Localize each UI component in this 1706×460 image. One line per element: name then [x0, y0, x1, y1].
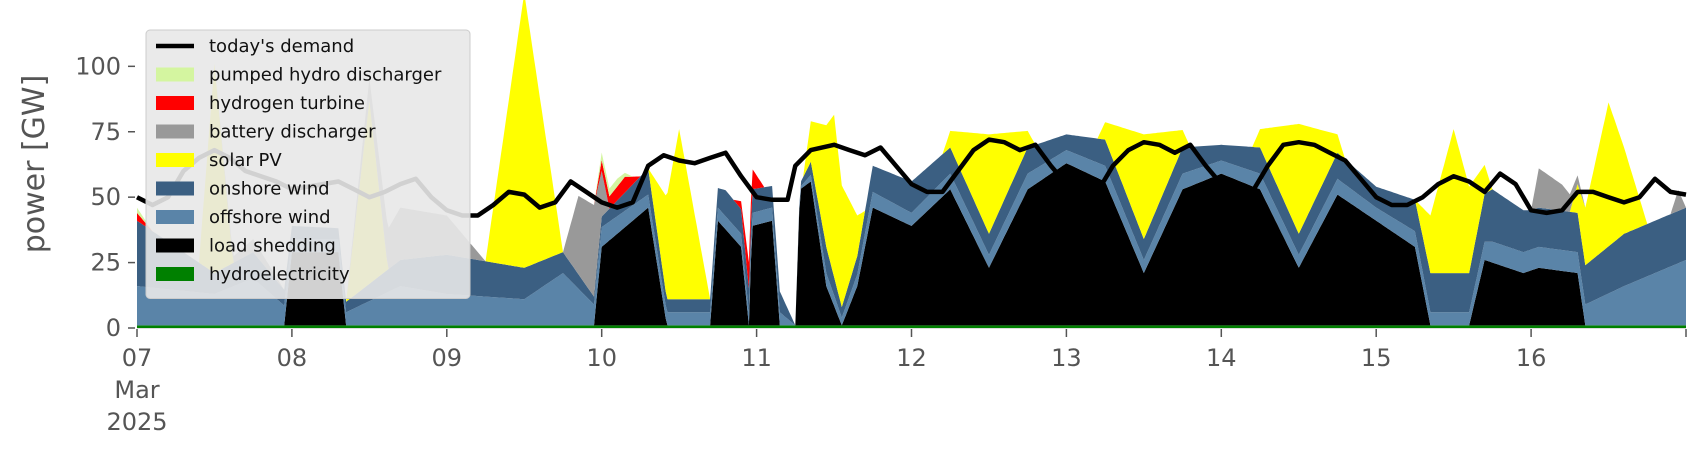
area-load-shedding [137, 163, 1686, 326]
x-tick-label: 14 [1206, 344, 1237, 372]
legend-swatch-hydrogen-turbine [156, 96, 194, 110]
x-tick-label: 16 [1516, 344, 1547, 372]
x-tick-label: 09 [432, 344, 463, 372]
x-tick-label: 2025 [106, 408, 167, 436]
legend-swatch-solar-pv [156, 153, 194, 167]
legend-swatch-offshore-wind [156, 210, 194, 224]
x-tick-label: 12 [896, 344, 927, 372]
y-axis: 0 25 50 75 100 [75, 52, 135, 342]
legend-label-solar-pv: solar PV [209, 150, 282, 171]
stacked-areas [137, 0, 1686, 328]
area-hydroelectricity [137, 325, 1686, 328]
area-onshore-wind [137, 134, 1686, 326]
y-axis-label: power [GW] [17, 75, 52, 254]
legend-label-hydroelectricity: hydroelectricity [209, 264, 350, 285]
legend-swatch-load-shedding [156, 238, 194, 253]
legend-label-onshore-wind: onshore wind [209, 179, 330, 200]
y-tick-label: 0 [106, 314, 121, 342]
area-solar-pv [137, 0, 1686, 326]
legend-box [145, 29, 471, 299]
y-tick-label: 25 [90, 249, 121, 277]
legend-swatch-battery-discharger [156, 124, 194, 139]
legend-swatch-hydroelectricity [156, 267, 194, 281]
legend-label-today-s-demand: today's demand [209, 36, 354, 57]
legend-swatch-pumped-hydro-discharger [156, 67, 194, 82]
x-tick-label: Mar [114, 376, 159, 404]
y-tick-label: 75 [90, 118, 121, 146]
legend: today's demand pumped hydro discharger hyd… [145, 29, 471, 299]
legend-label-hydrogen-turbine: hydrogen turbine [209, 93, 365, 114]
y-tick-label: 50 [90, 183, 121, 211]
x-tick-label: 15 [1361, 344, 1392, 372]
legend-label-battery-discharger: battery discharger [209, 122, 376, 143]
x-tick-label: 10 [586, 344, 617, 372]
x-tick-label: 11 [741, 344, 772, 372]
legend-label-offshore-wind: offshore wind [209, 207, 331, 228]
x-axis: 07 Mar 2025 08 09 10 11 12 13 14 15 16 [106, 328, 1687, 436]
legend-swatch-onshore-wind [156, 181, 194, 196]
x-tick-label: 13 [1051, 344, 1082, 372]
x-tick-label: 07 [122, 344, 153, 372]
legend-label-load-shedding: load shedding [209, 236, 336, 257]
y-tick-label: 100 [75, 52, 121, 80]
legend-label-pumped-hydro-discharger: pumped hydro discharger [209, 65, 442, 86]
x-tick-label: 08 [277, 344, 308, 372]
